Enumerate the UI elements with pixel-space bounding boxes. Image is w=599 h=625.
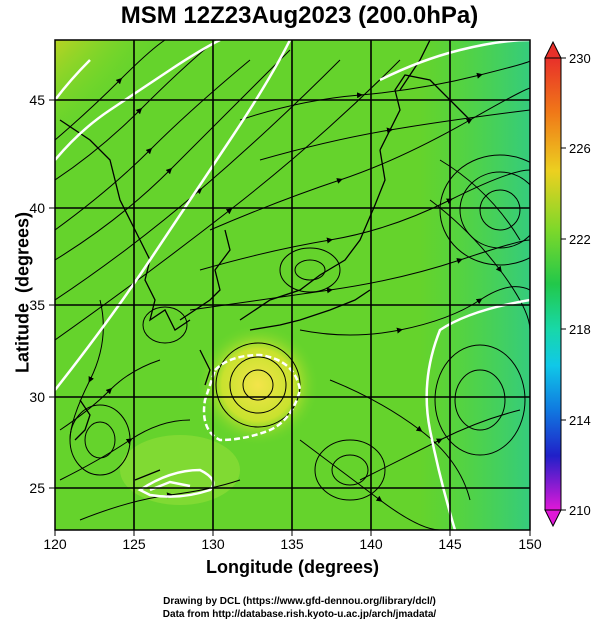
colorbar-gradient — [544, 57, 562, 511]
colorbar-top-arrow — [544, 40, 562, 59]
credit-data: Data from http://database.rish.kyoto-u.a… — [162, 609, 437, 620]
colorbar-tick-label: 226 — [569, 141, 591, 156]
colorbar-tick-label: 214 — [569, 413, 591, 428]
axis-ticks — [49, 99, 531, 536]
y-tick-label: 30 — [29, 389, 45, 405]
colorbar-tick-label: 218 — [569, 322, 591, 337]
y-tick-label: 25 — [29, 480, 45, 496]
x-tick-label: 120 — [43, 536, 67, 552]
colorbar: 230 226 222 218 214 210 — [544, 40, 591, 528]
x-tick-label: 150 — [518, 536, 542, 552]
graticule — [55, 40, 530, 530]
warm-region-northwest — [55, 40, 195, 180]
x-axis-label: Longitude (degrees) — [205, 557, 379, 577]
colorbar-tick-label: 222 — [569, 232, 591, 247]
x-tick-label: 135 — [280, 536, 304, 552]
circulations — [69, 154, 530, 501]
x-tick-labels: 120 125 130 135 140 145 150 — [43, 536, 542, 552]
credit-drawing: Drawing by DCL (https://www.gfd-dennou.o… — [163, 596, 436, 607]
x-tick-label: 145 — [438, 536, 462, 552]
y-axis-label: Latitude (degrees) — [12, 211, 33, 374]
map-panel — [55, 40, 530, 530]
colorbar-bottom-arrow — [544, 509, 562, 528]
y-tick-labels: 25 30 35 40 45 — [29, 92, 45, 496]
streamlines — [55, 40, 530, 530]
x-tick-label: 140 — [359, 536, 383, 552]
y-tick-label: 40 — [29, 200, 45, 216]
y-tick-label: 45 — [29, 92, 45, 108]
x-tick-label: 130 — [201, 536, 225, 552]
colorbar-tick-label: 210 — [569, 503, 591, 518]
chart-title: MSM 12Z23Aug2023 (200.0hPa) — [120, 2, 479, 29]
colorbar-tick-label: 230 — [569, 51, 591, 66]
x-tick-label: 125 — [122, 536, 146, 552]
y-tick-label: 35 — [29, 297, 45, 313]
